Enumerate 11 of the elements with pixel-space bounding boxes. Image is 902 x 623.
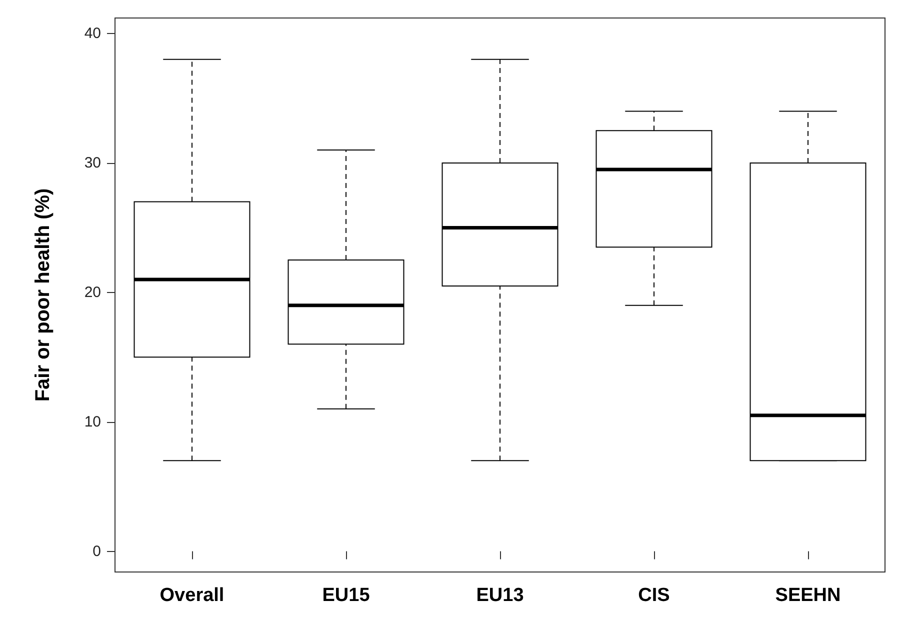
- x-tick-label: SEEHN: [775, 585, 841, 606]
- x-tick-label: EU15: [322, 585, 370, 606]
- y-tick-label: 10: [84, 413, 101, 430]
- y-tick-label: 20: [84, 284, 101, 301]
- y-tick-label: 0: [92, 542, 101, 560]
- y-axis-title: Fair or poor health (%): [32, 188, 54, 402]
- x-tick-label: CIS: [638, 585, 670, 606]
- x-tick-label: Overall: [160, 585, 224, 606]
- x-tick-label: EU13: [476, 585, 524, 606]
- y-tick-label: 30: [84, 154, 101, 172]
- y-tick-label: 40: [84, 25, 101, 42]
